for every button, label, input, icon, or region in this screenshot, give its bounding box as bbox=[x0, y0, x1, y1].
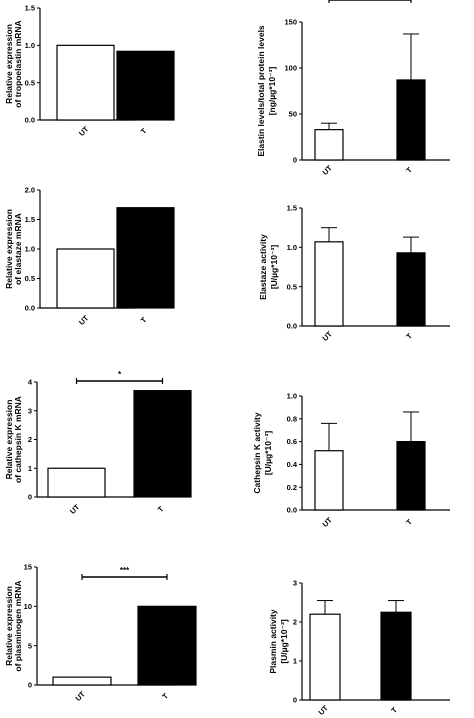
chart-panel-4: 0.0 0.5 1.0 1.5 UT T Elastaze activity [U/µg*10… bbox=[258, 204, 450, 343]
category-label: UT bbox=[77, 124, 91, 138]
bar-ut bbox=[309, 613, 341, 701]
y-axis-label: [ng/µg*10⁻³] bbox=[267, 67, 277, 116]
y-tick-label: 10 bbox=[24, 602, 32, 611]
category-label: UT bbox=[321, 329, 335, 343]
bar-t bbox=[380, 611, 412, 701]
y-tick-label: 1.5 bbox=[287, 204, 297, 213]
category-label: T bbox=[389, 705, 399, 715]
y-axis-label: of plasminogen mRNA bbox=[13, 580, 23, 671]
y-axis-label: Cathepsin K activity bbox=[252, 412, 262, 494]
bar-ut bbox=[56, 248, 115, 309]
category-label: UT bbox=[77, 313, 91, 327]
chart-panel-5: 0 1 2 3 4 UT T * Relative expression of cathepsin… bbox=[4, 370, 192, 516]
chart-panel-6: 0.0 0.2 0.4 0.6 0.8 1.0 UT T Cathepsin K activit… bbox=[252, 392, 450, 529]
significance-label: *** bbox=[120, 566, 130, 575]
y-tick-label: 0.4 bbox=[287, 460, 298, 469]
category-label: T bbox=[404, 517, 414, 527]
category-label: UT bbox=[321, 163, 335, 177]
y-tick-label: 0.5 bbox=[25, 78, 35, 87]
y-tick-label: 1 bbox=[28, 464, 32, 473]
bar-ut bbox=[47, 467, 106, 498]
y-tick-label: 0 bbox=[293, 156, 297, 165]
category-label: T bbox=[139, 126, 149, 136]
bar-ut bbox=[56, 44, 115, 121]
y-axis-label: [U/µg*10⁻³] bbox=[269, 245, 279, 289]
chart-panel-7: 0 5 10 15 UT T *** Relative expression of plasmi… bbox=[4, 563, 197, 703]
y-tick-label: 0 bbox=[293, 696, 297, 705]
y-axis-label: Elastin levels/total protein levels bbox=[256, 25, 266, 157]
y-axis-label: Relative expression bbox=[4, 400, 14, 480]
bar-t bbox=[396, 252, 426, 327]
y-tick-label: 0.5 bbox=[287, 282, 297, 291]
category-label: T bbox=[404, 331, 414, 341]
y-tick-label: 0.0 bbox=[287, 322, 297, 331]
y-tick-label: 15 bbox=[24, 563, 32, 572]
category-label: UT bbox=[74, 689, 88, 703]
category-label: UT bbox=[321, 515, 335, 529]
category-label: UT bbox=[317, 703, 331, 717]
y-axis-label: of elastaze mRNA bbox=[13, 213, 23, 285]
y-tick-label: 1.5 bbox=[25, 4, 35, 13]
bar-t bbox=[133, 390, 192, 498]
y-tick-label: 4 bbox=[28, 378, 33, 387]
y-tick-label: 3 bbox=[293, 579, 297, 588]
bar-t bbox=[396, 79, 426, 161]
y-tick-label: 0.8 bbox=[287, 414, 297, 423]
y-axis-label: of cathepsin K mRNA bbox=[13, 396, 23, 483]
chart-panel-8: 0 1 2 3 UT T Plasmin activity [U/µg*10⁻³] bbox=[268, 579, 450, 717]
y-tick-label: 50 bbox=[289, 110, 297, 119]
y-axis-label: Plasmin activity bbox=[268, 609, 278, 674]
y-tick-label: 0 bbox=[28, 681, 32, 690]
y-tick-label: 5 bbox=[28, 641, 32, 650]
y-axis-label: Relative expression bbox=[4, 24, 14, 104]
bar-t bbox=[137, 605, 197, 686]
y-tick-label: 0.0 bbox=[25, 304, 35, 313]
category-label: T bbox=[139, 315, 149, 325]
y-tick-label: 2.0 bbox=[25, 186, 35, 195]
bar-t bbox=[116, 50, 175, 121]
y-axis-label: Elastaze activity bbox=[258, 234, 268, 300]
y-tick-label: 150 bbox=[284, 18, 297, 27]
y-axis-label: Relative expression bbox=[4, 586, 14, 666]
y-tick-label: 0.2 bbox=[287, 483, 297, 492]
y-tick-label: 1 bbox=[293, 657, 297, 666]
y-tick-label: 1.0 bbox=[287, 392, 297, 401]
category-label: T bbox=[404, 165, 414, 175]
y-tick-label: 1.0 bbox=[25, 41, 35, 50]
y-tick-label: 0.0 bbox=[287, 506, 297, 515]
y-tick-label: 0 bbox=[28, 493, 32, 502]
category-label: T bbox=[160, 691, 170, 701]
y-axis-label: [U/µg*10⁻³] bbox=[279, 619, 289, 663]
bar-ut bbox=[314, 450, 344, 511]
bar-ut bbox=[314, 129, 344, 161]
y-tick-label: 100 bbox=[284, 64, 297, 73]
bar-ut bbox=[314, 241, 344, 327]
chart-panel-3: 0.0 0.5 1.0 1.5 2.0 UT T Relative expression of … bbox=[4, 186, 175, 327]
y-tick-label: 2 bbox=[293, 618, 297, 627]
y-tick-label: 3 bbox=[28, 406, 32, 415]
y-tick-label: 1.0 bbox=[25, 245, 35, 254]
chart-panel-1: 0.0 0.5 1.0 1.5 UT T Relative expression of tro… bbox=[4, 4, 175, 138]
y-tick-label: 2 bbox=[28, 435, 32, 444]
category-label: T bbox=[156, 504, 166, 514]
category-label: UT bbox=[68, 502, 82, 516]
y-tick-label: 0.5 bbox=[25, 274, 35, 283]
significance-label: * bbox=[118, 370, 122, 379]
y-axis-label: Relative expression bbox=[4, 209, 14, 289]
y-axis-label: [U/µg*10⁻³] bbox=[263, 431, 273, 475]
bar-t bbox=[396, 441, 426, 511]
bar-t bbox=[116, 207, 175, 309]
y-tick-label: 0.6 bbox=[287, 437, 297, 446]
bar-ut bbox=[52, 676, 112, 686]
y-tick-label: 0.0 bbox=[25, 116, 35, 125]
y-axis-label: of tropoelastin mRNA bbox=[13, 20, 23, 107]
y-tick-label: 1.0 bbox=[287, 243, 297, 252]
y-tick-label: 1.5 bbox=[25, 215, 35, 224]
